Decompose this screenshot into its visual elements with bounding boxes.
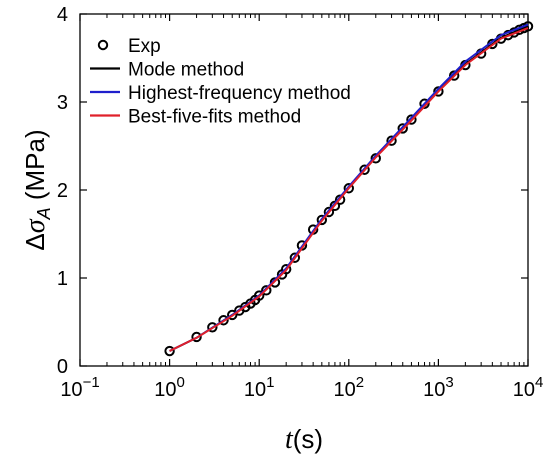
exp-point <box>280 264 292 275</box>
y-axis-label: ΔσA (MPa) <box>20 129 54 250</box>
y-tick-label: 0 <box>57 356 68 378</box>
y-tick-label: 3 <box>57 92 68 114</box>
y-tick-label: 2 <box>57 180 68 202</box>
x-tick-label: 100 <box>154 374 185 401</box>
exp-point <box>289 252 301 263</box>
exp-point <box>433 86 444 97</box>
exp-point <box>261 285 272 296</box>
y-tick-label: 4 <box>57 4 68 26</box>
legend-label: Exp <box>128 36 161 57</box>
legend-marker-exp <box>97 39 109 51</box>
legend-label: Mode method <box>128 60 244 81</box>
exp-point <box>227 309 238 321</box>
exp-point <box>448 70 460 81</box>
exp-point <box>397 123 408 134</box>
exp-point <box>406 114 417 125</box>
axis-labels: t(s) ΔσA (MPa) <box>20 129 323 455</box>
x-tick-label: 103 <box>423 374 454 401</box>
x-axis-label: t(s) <box>285 424 323 455</box>
x-tick-label: 10−1 <box>60 374 99 401</box>
legend-label: Highest-frequency method <box>128 83 351 104</box>
exp-point <box>419 98 430 109</box>
exp-point <box>218 315 229 326</box>
legend-item: Best-five-fits method <box>90 107 301 128</box>
exp-point <box>316 214 328 226</box>
legend-item: Mode method <box>90 60 244 81</box>
exp-point <box>343 183 354 194</box>
x-tick-label: 104 <box>513 374 544 401</box>
series-group <box>164 21 534 357</box>
legend-item: Highest-frequency method <box>90 83 351 104</box>
legend-item: Exp <box>97 36 161 57</box>
legend-label: Best-five-fits method <box>128 107 301 128</box>
exp-point <box>359 164 370 175</box>
exp-point <box>164 345 175 357</box>
x-tick-label: 102 <box>334 374 365 401</box>
y-tick-label: 1 <box>57 268 68 290</box>
exp-point <box>386 135 397 146</box>
series-line-best-five-fits-method <box>169 27 529 352</box>
exp-point <box>254 290 265 301</box>
x-tick-label: 101 <box>244 374 275 401</box>
exp-point <box>207 322 218 333</box>
exp-point <box>323 206 335 218</box>
exp-point <box>191 331 202 343</box>
axes: 10−1 100 101 102 103 104 0 1 2 3 4 <box>57 4 543 401</box>
exp-point <box>370 153 381 164</box>
exp-point <box>329 200 341 212</box>
exp-point <box>269 277 281 288</box>
